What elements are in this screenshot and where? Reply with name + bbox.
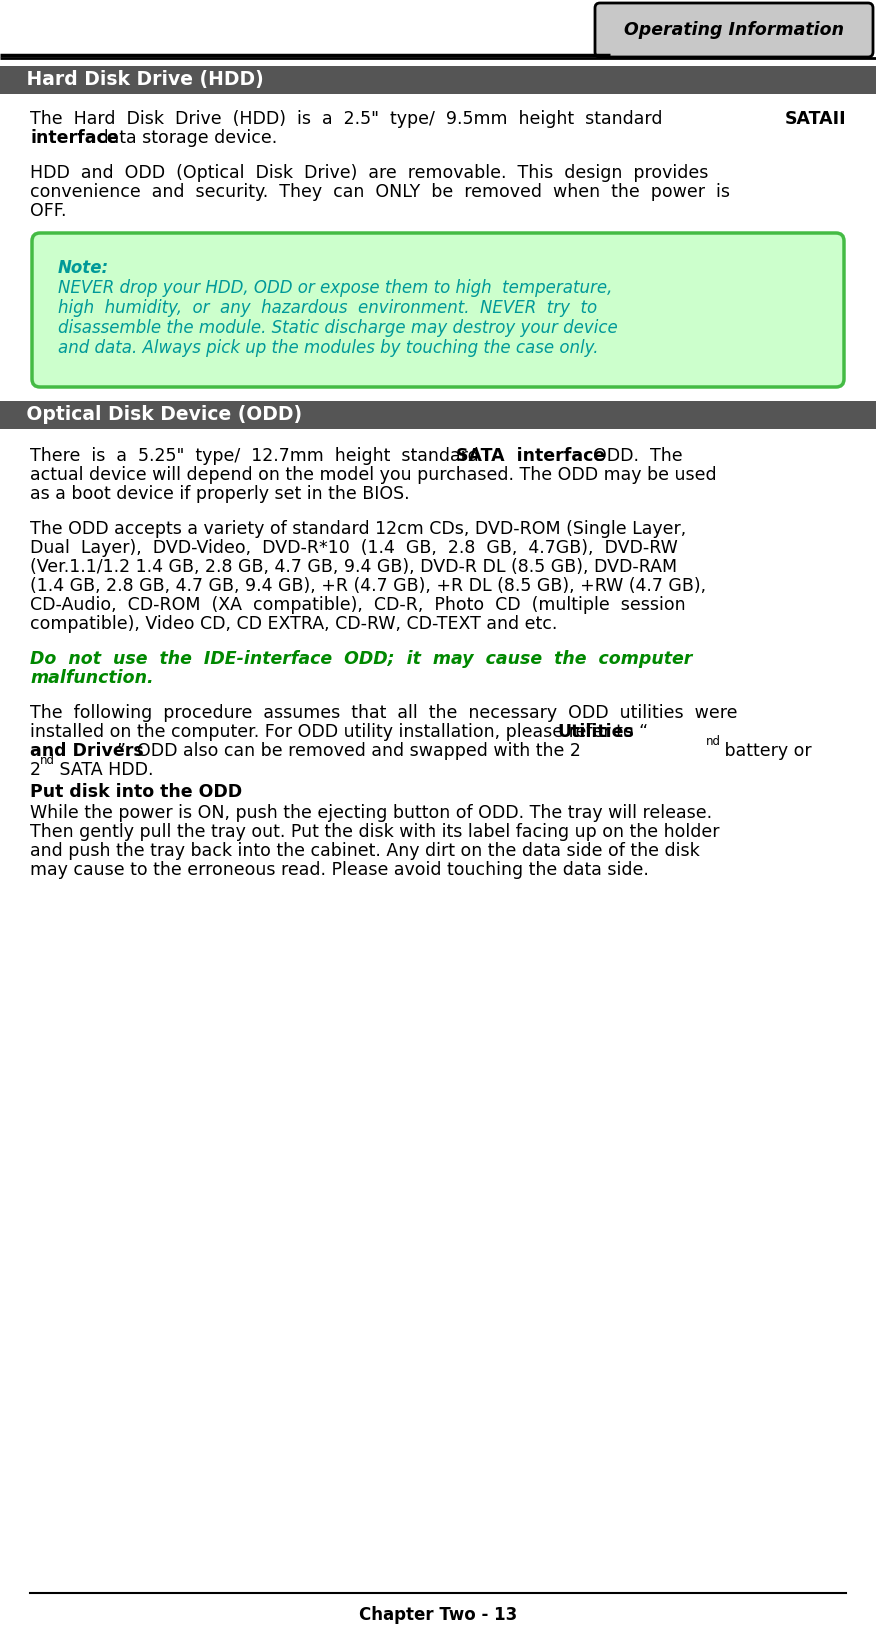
Text: nd: nd: [706, 735, 721, 748]
Text: Note:: Note:: [58, 259, 110, 277]
Bar: [0, 65, 876, 95]
Text: There  is  a  5.25"  type/  12.7mm  height  standard: There is a 5.25" type/ 12.7mm height sta…: [30, 447, 490, 465]
Text: ODD.  The: ODD. The: [582, 447, 682, 465]
Text: While the power is ON, push the ejecting button of ODD. The tray will release.: While the power is ON, push the ejecting…: [30, 804, 712, 822]
Text: Put disk into the ODD: Put disk into the ODD: [30, 782, 242, 800]
Text: interface: interface: [30, 129, 118, 147]
Text: Chapter Two - 13: Chapter Two - 13: [359, 1606, 517, 1623]
Text: nd: nd: [40, 755, 55, 768]
Text: Hard Disk Drive (HDD): Hard Disk Drive (HDD): [20, 70, 264, 90]
Text: Optical Disk Device (ODD): Optical Disk Device (ODD): [20, 406, 302, 424]
Text: as a boot device if properly set in the BIOS.: as a boot device if properly set in the …: [30, 486, 410, 504]
Text: Operating Information: Operating Information: [624, 21, 844, 39]
Text: OFF.: OFF.: [30, 202, 67, 220]
Text: SATA  interface: SATA interface: [456, 447, 605, 465]
Text: ”. ODD also can be removed and swapped with the 2: ”. ODD also can be removed and swapped w…: [117, 742, 581, 760]
Text: 2: 2: [30, 761, 41, 779]
Text: and Drivers: and Drivers: [30, 742, 144, 760]
Text: may cause to the erroneous read. Please avoid touching the data side.: may cause to the erroneous read. Please …: [30, 861, 649, 879]
Text: The ODD accepts a variety of standard 12cm CDs, DVD-ROM (Single Layer,: The ODD accepts a variety of standard 12…: [30, 520, 686, 538]
Text: and push the tray back into the cabinet. Any dirt on the data side of the disk: and push the tray back into the cabinet.…: [30, 843, 700, 861]
Text: Then gently pull the tray out. Put the disk with its label facing up on the hold: Then gently pull the tray out. Put the d…: [30, 823, 719, 841]
Text: The  Hard  Disk  Drive  (HDD)  is  a  2.5"  type/  9.5mm  height  standard: The Hard Disk Drive (HDD) is a 2.5" type…: [30, 109, 674, 129]
Text: convenience  and  security.  They  can  ONLY  be  removed  when  the  power  is: convenience and security. They can ONLY …: [30, 183, 730, 200]
Text: battery or: battery or: [719, 742, 812, 760]
Text: compatible), Video CD, CD EXTRA, CD-RW, CD-TEXT and etc.: compatible), Video CD, CD EXTRA, CD-RW, …: [30, 615, 557, 632]
Text: high  humidity,  or  any  hazardous  environment.  NEVER  try  to: high humidity, or any hazardous environm…: [58, 298, 597, 316]
Text: The  following  procedure  assumes  that  all  the  necessary  ODD  utilities  w: The following procedure assumes that all…: [30, 704, 738, 722]
Text: disassemble the module. Static discharge may destroy your device: disassemble the module. Static discharge…: [58, 319, 618, 337]
Text: actual device will depend on the model you purchased. The ODD may be used: actual device will depend on the model y…: [30, 466, 717, 484]
Text: (1.4 GB, 2.8 GB, 4.7 GB, 9.4 GB), +R (4.7 GB), +R DL (8.5 GB), +RW (4.7 GB),: (1.4 GB, 2.8 GB, 4.7 GB, 9.4 GB), +R (4.…: [30, 577, 706, 595]
Text: (Ver.1.1/1.2 1.4 GB, 2.8 GB, 4.7 GB, 9.4 GB), DVD-R DL (8.5 GB), DVD-RAM: (Ver.1.1/1.2 1.4 GB, 2.8 GB, 4.7 GB, 9.4…: [30, 557, 677, 575]
Text: malfunction.: malfunction.: [30, 668, 153, 686]
Text: installed on the computer. For ODD utility installation, please refer to “: installed on the computer. For ODD utili…: [30, 724, 648, 742]
Text: Utilities: Utilities: [557, 724, 634, 742]
Bar: [0, 401, 876, 429]
Text: HDD  and  ODD  (Optical  Disk  Drive)  are  removable.  This  design  provides: HDD and ODD (Optical Disk Drive) are rem…: [30, 165, 709, 183]
Text: Dual  Layer),  DVD-Video,  DVD-R*10  (1.4  GB,  2.8  GB,  4.7GB),  DVD-RW: Dual Layer), DVD-Video, DVD-R*10 (1.4 GB…: [30, 540, 678, 557]
Text: SATAII: SATAII: [784, 109, 846, 129]
Text: data storage device.: data storage device.: [92, 129, 277, 147]
FancyBboxPatch shape: [595, 3, 873, 57]
FancyBboxPatch shape: [32, 233, 844, 386]
Text: NEVER drop your HDD, ODD or expose them to high  temperature,: NEVER drop your HDD, ODD or expose them …: [58, 279, 612, 297]
Text: SATA HDD.: SATA HDD.: [54, 761, 153, 779]
Text: Do  not  use  the  IDE-interface  ODD;  it  may  cause  the  computer: Do not use the IDE-interface ODD; it may…: [30, 650, 692, 668]
Text: and data. Always pick up the modules by touching the case only.: and data. Always pick up the modules by …: [58, 339, 598, 357]
Text: CD-Audio,  CD-ROM  (XA  compatible),  CD-R,  Photo  CD  (multiple  session: CD-Audio, CD-ROM (XA compatible), CD-R, …: [30, 597, 686, 615]
